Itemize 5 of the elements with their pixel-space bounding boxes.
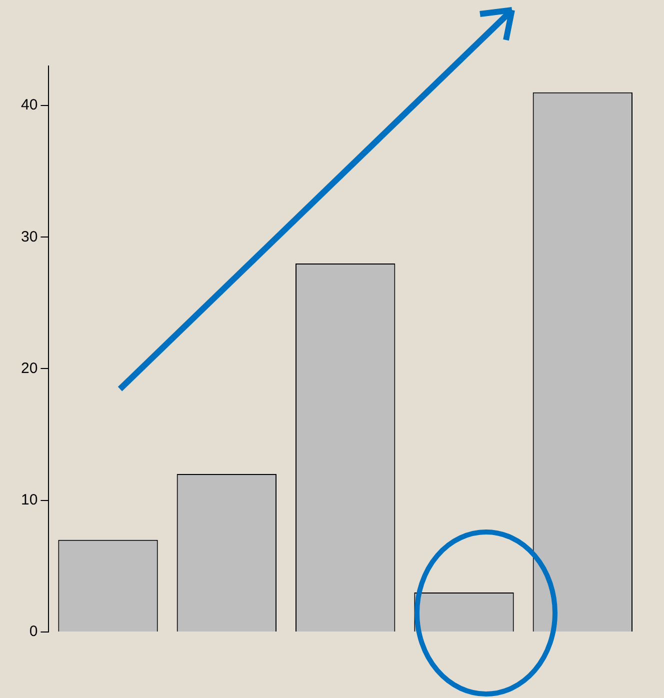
y-tick-label: 30 (20, 228, 38, 246)
y-tick-label: 10 (20, 492, 38, 509)
y-tick-label: 40 (20, 96, 38, 114)
y-tick-label: 20 (20, 360, 38, 377)
y-tick-label: 0 (29, 623, 38, 640)
